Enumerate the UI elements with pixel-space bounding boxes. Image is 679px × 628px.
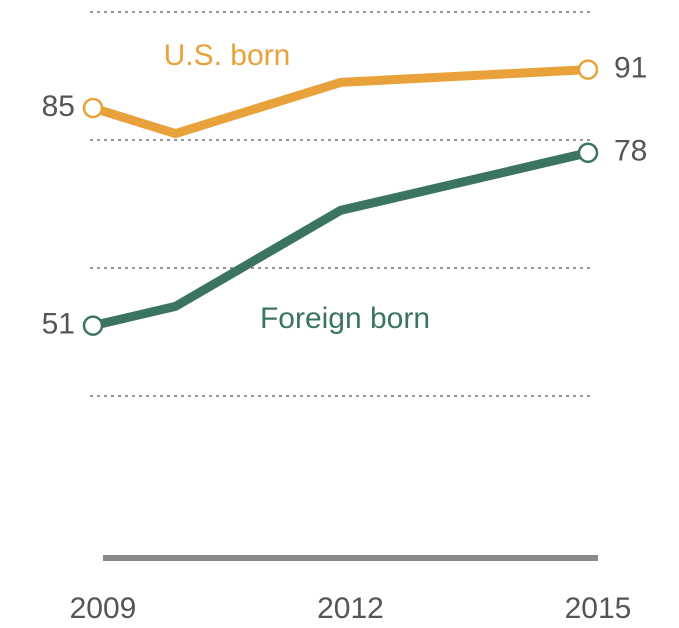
series-label: U.S. born [164,39,291,72]
point-marker [82,315,104,336]
x-tick-label: 2015 [565,592,632,625]
point-marker [577,142,599,164]
data-label: 91 [614,52,647,85]
x-tick-label: 2009 [70,592,137,625]
data-label: 85 [42,90,75,123]
point-marker [82,97,104,119]
data-label: 78 [614,135,647,168]
point-marker [577,59,599,80]
series-label: Foreign born [260,302,430,335]
series-line [91,148,590,330]
x-tick-label: 2012 [317,592,384,625]
series-line [91,65,589,139]
data-label: 51 [42,308,75,341]
